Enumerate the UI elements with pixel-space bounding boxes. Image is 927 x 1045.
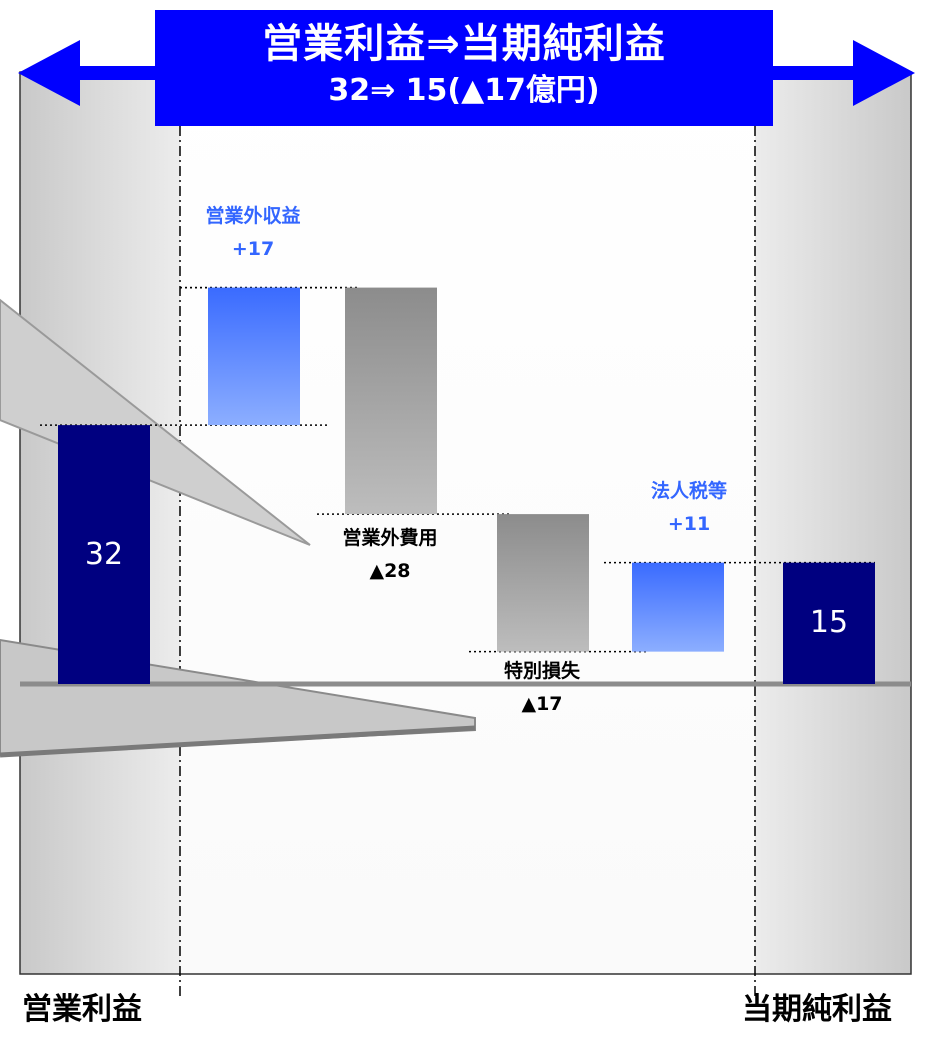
- callout-wedge-upper: [0, 298, 311, 546]
- header-title: 営業利益⇒当期純利益: [262, 21, 666, 67]
- step-label-extraordinary-loss: 特別損失 ▲17: [457, 655, 627, 721]
- bar-income-taxes: [632, 562, 724, 652]
- right-panel: [755, 72, 911, 974]
- step-name: 営業外費用: [342, 527, 438, 550]
- step-label-non-operating-expenses: 営業外費用 ▲28: [305, 522, 475, 588]
- step-label-income-taxes: 法人税等 +11: [604, 475, 774, 541]
- step-name: 営業外収益: [205, 204, 301, 227]
- step-name: 法人税等: [650, 479, 727, 502]
- bar-non-operating-income: [208, 287, 300, 426]
- bar-value-operating-profit: 32: [84, 536, 124, 572]
- step-change: +11: [667, 512, 711, 535]
- bar-operating-profit: [58, 425, 150, 684]
- bar-value-net-income: 15: [809, 605, 849, 641]
- header-banner: 営業利益⇒当期純利益 32⇒ 15(▲17億円): [155, 10, 773, 126]
- step-change: +17: [231, 237, 275, 260]
- callout-wedge-lower-edge: [0, 725, 476, 758]
- category-label-net-income: 当期純利益: [742, 992, 892, 1027]
- bar-non-operating-expenses: [345, 287, 437, 515]
- header-subtitle: 32⇒ 15(▲17億円): [328, 73, 600, 108]
- category-label-operating-profit: 営業利益: [22, 992, 142, 1027]
- bar-extraordinary-loss: [497, 514, 589, 652]
- step-change: ▲17: [521, 692, 563, 715]
- bar-net-income: [783, 562, 875, 684]
- step-change: ▲28: [369, 560, 411, 583]
- step-label-non-operating-income: 営業外収益 +17: [168, 200, 338, 266]
- step-name: 特別損失: [503, 659, 580, 682]
